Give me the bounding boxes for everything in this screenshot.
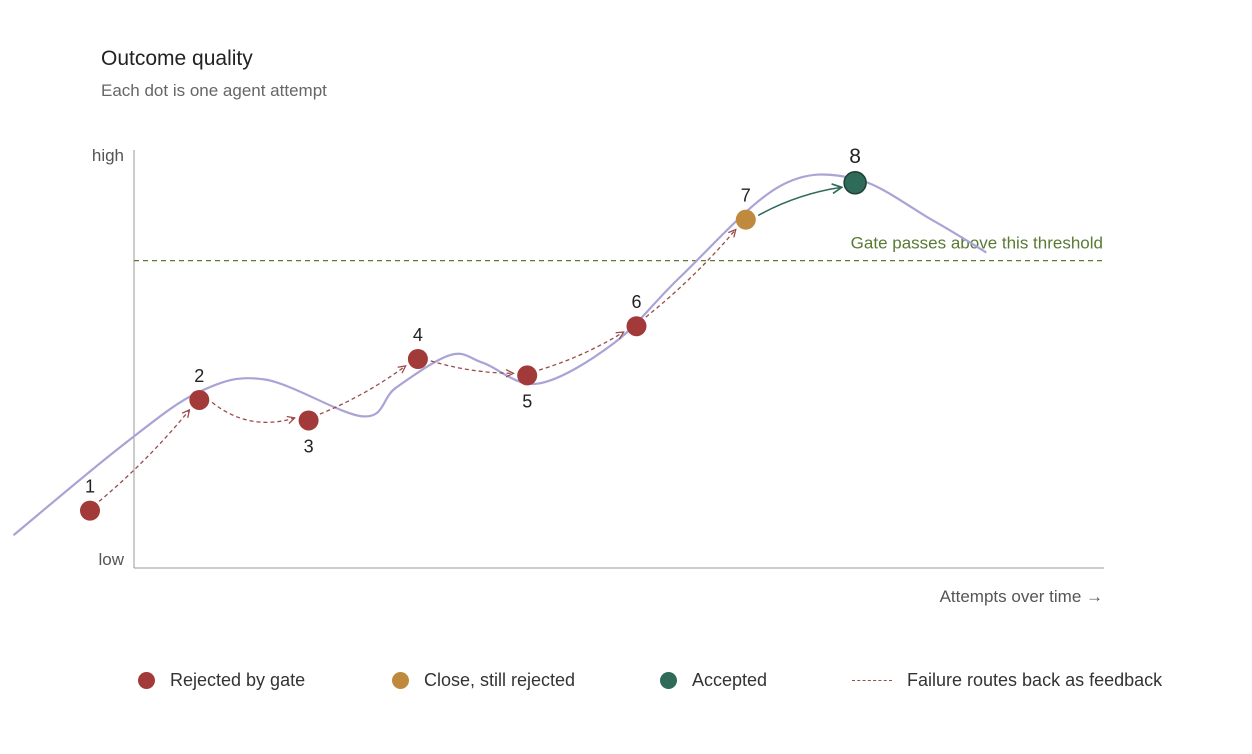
legend-dot-swatch (660, 672, 677, 689)
attempt-arrow-1-to-2 (98, 410, 189, 502)
legend-label: Accepted (692, 670, 768, 690)
attempt-label-1: 1 (85, 477, 95, 497)
attempt-arrow-3-to-4 (319, 366, 406, 415)
legend-label: Rejected by gate (170, 670, 306, 690)
attempt-label-6: 6 (631, 292, 641, 312)
attempt-point-1 (80, 500, 100, 521)
x-axis-label: Attempts over time → (940, 587, 1103, 606)
attempt-label-4: 4 (413, 325, 423, 345)
attempt-point-7 (735, 209, 756, 230)
legend-item-4: Failure routes back as feedback (852, 670, 1162, 691)
legend-item-3: Accepted (660, 670, 767, 691)
legend-label: Close, still rejected (424, 670, 576, 690)
legend-item-1: Rejected by gate (138, 670, 305, 691)
attempt-label-2: 2 (194, 366, 204, 386)
attempt-label-7: 7 (741, 186, 751, 206)
chart-plot: high low Attempts over time → Gate passes … (12, 145, 1104, 606)
attempt-point-4 (407, 349, 428, 369)
attempt-point-3 (298, 410, 319, 431)
attempt-point-6 (626, 316, 647, 337)
trend-curve (12, 173, 987, 537)
legend-dot-swatch (392, 672, 409, 689)
attempt-point-8 (843, 171, 867, 195)
chart-title: Outcome quality (101, 47, 253, 70)
chart-legend: Rejected by gate Close, still rejected Acc… (0, 670, 1252, 696)
legend-dash-swatch (852, 680, 892, 681)
attempt-label-8: 8 (849, 145, 861, 168)
legend-item-2: Close, still rejected (392, 670, 575, 691)
attempt-arrow-2-to-3 (211, 401, 295, 422)
attempt-arrow-7-to-8 (757, 187, 842, 217)
legend-dot-swatch (138, 672, 155, 689)
attempt-arrow-6-to-7 (645, 229, 736, 318)
attempt-arrow-5-to-6 (538, 332, 624, 371)
y-tick-label-low: low (98, 550, 124, 569)
legend-label: Failure routes back as feedback (907, 670, 1163, 690)
threshold-label: Gate passes above this threshold (851, 234, 1103, 253)
chart-subtitle: Each dot is one agent attempt (101, 81, 327, 100)
attempt-label-5: 5 (522, 391, 532, 411)
attempt-arrow-4-to-5 (430, 360, 514, 373)
attempt-label-3: 3 (304, 436, 314, 456)
attempt-point-5 (517, 365, 538, 386)
y-tick-label-high: high (92, 146, 124, 165)
attempt-point-2 (189, 389, 210, 410)
